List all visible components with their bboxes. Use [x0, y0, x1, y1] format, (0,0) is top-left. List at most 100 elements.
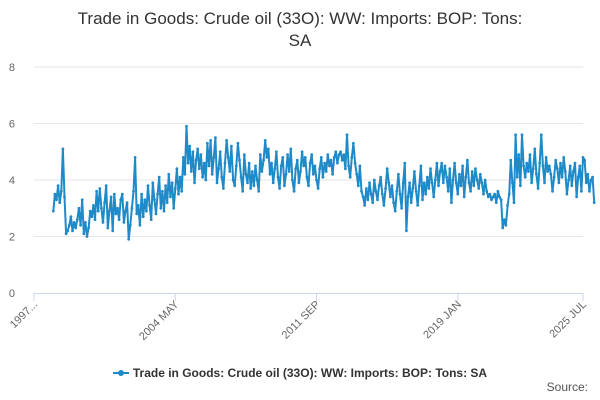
data-point — [374, 189, 378, 193]
data-point — [340, 158, 344, 162]
data-point — [576, 175, 580, 179]
data-point — [583, 158, 586, 162]
data-point — [310, 153, 314, 157]
data-point — [112, 192, 116, 196]
data-point — [96, 209, 100, 213]
data-point — [125, 201, 129, 205]
data-point — [161, 189, 164, 193]
data-point — [355, 172, 359, 176]
data-point — [197, 167, 201, 171]
data-point — [135, 212, 139, 216]
data-point — [141, 215, 145, 219]
data-point — [522, 164, 525, 168]
data-point — [509, 158, 513, 162]
data-point — [535, 172, 538, 176]
data-point — [377, 184, 381, 188]
legend-swatch — [112, 368, 129, 378]
data-point — [109, 195, 113, 199]
data-point — [578, 164, 582, 168]
data-point — [252, 184, 256, 188]
data-point — [382, 204, 386, 207]
data-point — [268, 172, 272, 176]
data-point — [172, 206, 176, 210]
data-point — [210, 172, 214, 176]
data-point — [69, 215, 73, 219]
data-point — [361, 195, 365, 199]
legend[interactable]: Trade in Goods: Crude oil (33O): WW: Imp… — [0, 366, 600, 380]
data-point — [584, 181, 588, 185]
data-point — [111, 229, 115, 233]
data-point — [433, 178, 437, 182]
data-point — [494, 201, 498, 205]
data-point — [323, 161, 326, 165]
data-point — [201, 175, 205, 179]
data-point — [255, 178, 259, 182]
data-point — [146, 184, 150, 188]
data-point — [140, 192, 144, 196]
source-credit[interactable]: Source: — [546, 380, 588, 394]
data-point — [453, 161, 456, 165]
data-point — [570, 184, 574, 188]
data-point — [55, 198, 58, 202]
data-point — [559, 161, 562, 165]
data-point — [239, 175, 243, 179]
data-point — [209, 139, 213, 142]
data-point — [271, 181, 275, 185]
data-point — [419, 164, 423, 168]
data-point — [85, 235, 89, 238]
data-point — [438, 170, 442, 173]
data-point — [424, 192, 428, 196]
data-point — [53, 192, 57, 196]
data-point — [149, 218, 153, 222]
data-point — [369, 192, 373, 196]
data-point — [138, 223, 142, 227]
data-point — [493, 192, 497, 196]
data-point — [225, 139, 229, 142]
data-point — [127, 237, 131, 241]
data-point — [186, 161, 190, 165]
y-tick-label: 0 — [9, 288, 15, 300]
data-point — [295, 158, 299, 162]
data-point — [567, 178, 570, 182]
data-point — [336, 161, 339, 165]
data-point — [154, 212, 158, 216]
data-point — [66, 229, 70, 233]
data-point — [254, 164, 257, 168]
data-point — [451, 178, 455, 182]
data-point — [231, 178, 235, 182]
data-point — [435, 161, 439, 165]
data-point — [164, 184, 168, 188]
data-point — [572, 170, 575, 173]
data-point — [533, 147, 537, 151]
data-point — [230, 144, 233, 148]
data-point — [61, 147, 65, 151]
x-tick-label: 1997... — [8, 299, 40, 331]
data-point — [191, 150, 195, 154]
data-point — [263, 139, 267, 142]
data-point — [371, 201, 375, 205]
data-point — [101, 221, 105, 224]
data-point — [459, 184, 463, 188]
data-point — [515, 175, 519, 179]
data-point — [450, 201, 453, 205]
data-point — [319, 156, 323, 159]
data-point — [313, 164, 317, 168]
chart-title-line-1: Trade in Goods: Crude oil (33O): WW: Imp… — [77, 9, 523, 28]
data-point — [389, 195, 392, 199]
data-point — [331, 172, 334, 176]
data-point — [122, 221, 126, 224]
data-point — [207, 164, 211, 168]
data-point — [580, 189, 583, 193]
data-point — [116, 206, 119, 210]
data-point — [247, 161, 251, 165]
data-point — [246, 181, 249, 185]
data-point — [183, 172, 187, 176]
data-point — [218, 150, 222, 154]
y-tick-label: 2 — [9, 232, 15, 244]
data-point — [413, 170, 416, 173]
data-point — [326, 153, 330, 157]
data-point — [226, 156, 230, 159]
data-point — [552, 175, 556, 179]
y-tick-label: 6 — [9, 119, 15, 131]
